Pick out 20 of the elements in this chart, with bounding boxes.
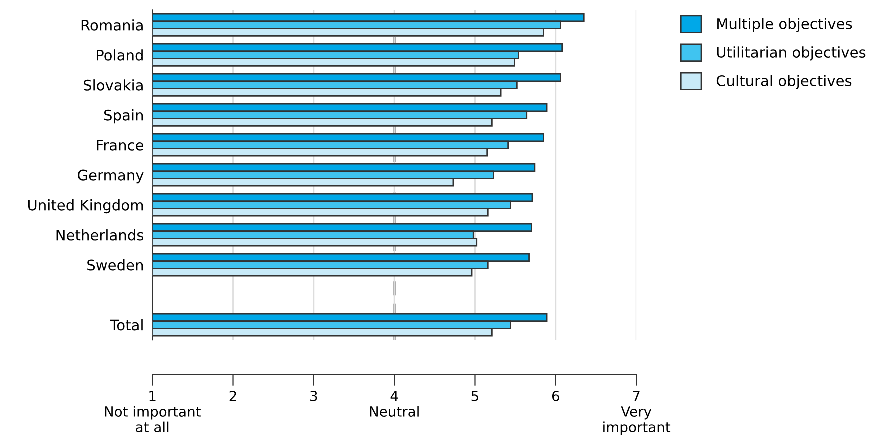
- y-tick-label: Germany: [78, 170, 144, 184]
- x-tick-label: 7 Very important: [604, 391, 671, 436]
- x-tick-label: 5: [472, 391, 478, 402]
- y-tick-label: Spain: [104, 110, 144, 124]
- x-tick-label: 6: [552, 390, 560, 402]
- x-tick-label: 1 Not important at all: [105, 391, 201, 433]
- legend-label: Cultural objectives: [716, 75, 852, 90]
- y-tick-label: Total: [110, 319, 143, 331]
- y-tick-label: Netherlands: [56, 230, 144, 241]
- y-tick-label: Slovakia: [84, 80, 143, 91]
- x-tick-label: 4 Neutral: [370, 391, 419, 418]
- legend-label: Multiple objectives: [718, 18, 852, 32]
- y-tick-label: United Kingdom: [28, 200, 144, 214]
- y-tick-label: Romania: [82, 20, 143, 31]
- x-tick-label: 2: [230, 390, 236, 402]
- y-tick-label: Poland: [97, 50, 143, 61]
- y-tick-label: Sweden: [88, 260, 144, 271]
- x-tick-label: 3: [310, 390, 318, 402]
- legend-label: Utilitarian objectives: [717, 46, 866, 61]
- y-tick-label: France: [97, 140, 144, 151]
